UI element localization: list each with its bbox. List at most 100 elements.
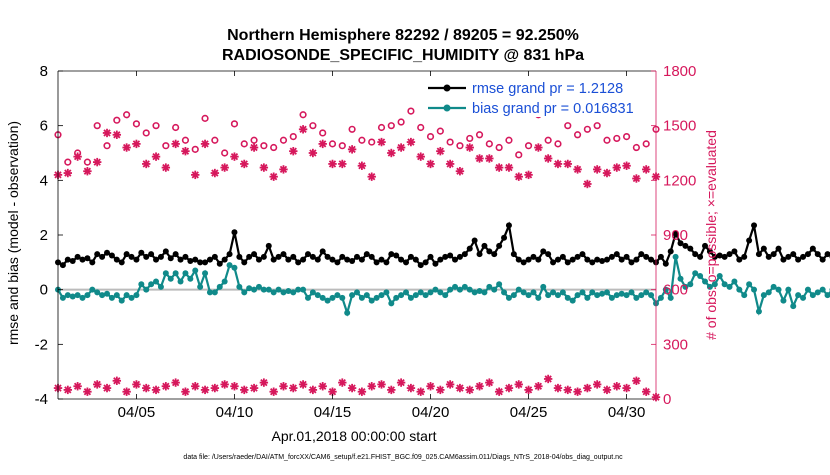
asterisk-stroke bbox=[564, 386, 572, 394]
bias-point bbox=[559, 289, 566, 296]
low_obs-marker bbox=[367, 382, 376, 391]
asterisk-stroke bbox=[495, 163, 503, 172]
asterisk-stroke bbox=[181, 147, 190, 155]
rmse-point bbox=[456, 253, 463, 260]
possible_obs-marker bbox=[564, 122, 572, 130]
low_obs-marker bbox=[181, 387, 190, 396]
low_obs-marker bbox=[387, 385, 396, 395]
evaluated_obs-marker bbox=[387, 148, 396, 158]
y-tick-label-right: 1200 bbox=[663, 172, 696, 189]
rmse-point bbox=[697, 253, 704, 260]
asterisk-stroke bbox=[485, 378, 494, 387]
possible_obs-marker bbox=[446, 138, 454, 146]
bias-point bbox=[241, 289, 248, 296]
evaluated_obs-marker bbox=[210, 168, 220, 178]
asterisk-stroke bbox=[93, 380, 101, 389]
bias-point bbox=[275, 286, 282, 293]
rmse-point bbox=[226, 251, 233, 258]
possible_obs-marker bbox=[142, 129, 150, 137]
possible_obs-marker bbox=[622, 133, 631, 141]
asterisk-stroke bbox=[397, 378, 405, 387]
asterisk-stroke bbox=[83, 167, 92, 175]
bias-point bbox=[804, 286, 811, 293]
asterisk-stroke bbox=[642, 388, 650, 396]
low_obs-marker bbox=[347, 383, 357, 393]
asterisk-stroke bbox=[573, 388, 582, 396]
possible_obs-marker bbox=[201, 114, 209, 122]
rmse-point bbox=[314, 256, 321, 263]
y-tick-label-left: 4 bbox=[40, 172, 48, 189]
asterisk-stroke bbox=[564, 160, 572, 168]
y-tick-label-left: 6 bbox=[40, 118, 48, 135]
rmse-point bbox=[197, 259, 204, 266]
possible_obs-marker bbox=[573, 131, 582, 139]
asterisk-stroke bbox=[162, 163, 170, 172]
bias-point bbox=[221, 278, 228, 285]
rmse-point bbox=[706, 248, 713, 255]
rmse-point bbox=[638, 251, 645, 258]
low_obs-marker bbox=[592, 380, 602, 389]
asterisk-stroke bbox=[142, 160, 150, 168]
asterisk-stroke bbox=[230, 152, 239, 161]
asterisk-stroke bbox=[142, 384, 150, 392]
bias-point bbox=[84, 292, 91, 299]
rmse-point bbox=[633, 256, 640, 263]
low_obs-marker bbox=[406, 383, 416, 393]
evaluated_obs-marker bbox=[269, 172, 278, 181]
possible_obs-marker bbox=[593, 122, 601, 130]
possible_obs-marker bbox=[328, 140, 337, 148]
bias-point bbox=[692, 270, 699, 277]
rmse-point bbox=[711, 253, 718, 260]
low_obs-marker bbox=[73, 382, 82, 391]
bias-point bbox=[403, 289, 410, 296]
low_obs-marker bbox=[171, 378, 180, 387]
rmse-point bbox=[550, 259, 557, 266]
bias-point bbox=[368, 297, 375, 304]
asterisk-stroke bbox=[524, 386, 533, 394]
legend-box bbox=[424, 77, 654, 117]
bias-point bbox=[206, 289, 213, 296]
bias-point bbox=[697, 273, 704, 279]
asterisk-stroke bbox=[426, 382, 435, 390]
low_obs-marker bbox=[151, 385, 161, 395]
possible_obs-marker bbox=[240, 140, 248, 148]
asterisk-stroke bbox=[554, 384, 562, 392]
bias-point bbox=[800, 294, 807, 301]
low_obs-marker bbox=[318, 382, 327, 391]
asterisk-stroke bbox=[583, 384, 592, 392]
bias-point bbox=[104, 290, 111, 297]
asterisk-stroke bbox=[171, 378, 180, 387]
asterisk-stroke bbox=[181, 388, 190, 396]
bias-point bbox=[398, 292, 405, 299]
bias-point bbox=[633, 294, 640, 301]
rmse-point bbox=[618, 256, 625, 263]
evaluated_obs-marker bbox=[249, 143, 259, 152]
asterisk-stroke bbox=[417, 388, 425, 396]
rmse-point bbox=[167, 255, 174, 262]
y-tick-label-left: 2 bbox=[40, 227, 48, 244]
asterisk-stroke bbox=[613, 163, 621, 172]
bias-point bbox=[584, 294, 591, 301]
bias-point bbox=[432, 286, 439, 293]
asterisk-stroke bbox=[250, 384, 258, 392]
bias-point bbox=[314, 292, 321, 299]
rmse-point bbox=[182, 253, 189, 260]
bias-point bbox=[515, 286, 522, 293]
bias-point bbox=[295, 286, 302, 293]
rmse-point bbox=[265, 242, 272, 249]
asterisk-stroke bbox=[573, 165, 582, 174]
bias-point bbox=[236, 283, 243, 290]
possible_obs-marker bbox=[505, 136, 513, 144]
asterisk-stroke bbox=[407, 138, 415, 146]
possible_obs-marker bbox=[377, 123, 386, 132]
y-tick-label-right: 1500 bbox=[663, 118, 696, 135]
bias-point bbox=[496, 281, 503, 288]
bias-point bbox=[118, 297, 125, 304]
rmse-point bbox=[59, 262, 66, 269]
asterisk-stroke bbox=[456, 167, 464, 175]
bias-point bbox=[79, 294, 86, 301]
rmse-point bbox=[731, 248, 738, 255]
rmse-point bbox=[153, 256, 160, 263]
asterisk-stroke bbox=[279, 165, 288, 174]
possible_obs-marker bbox=[64, 158, 72, 166]
